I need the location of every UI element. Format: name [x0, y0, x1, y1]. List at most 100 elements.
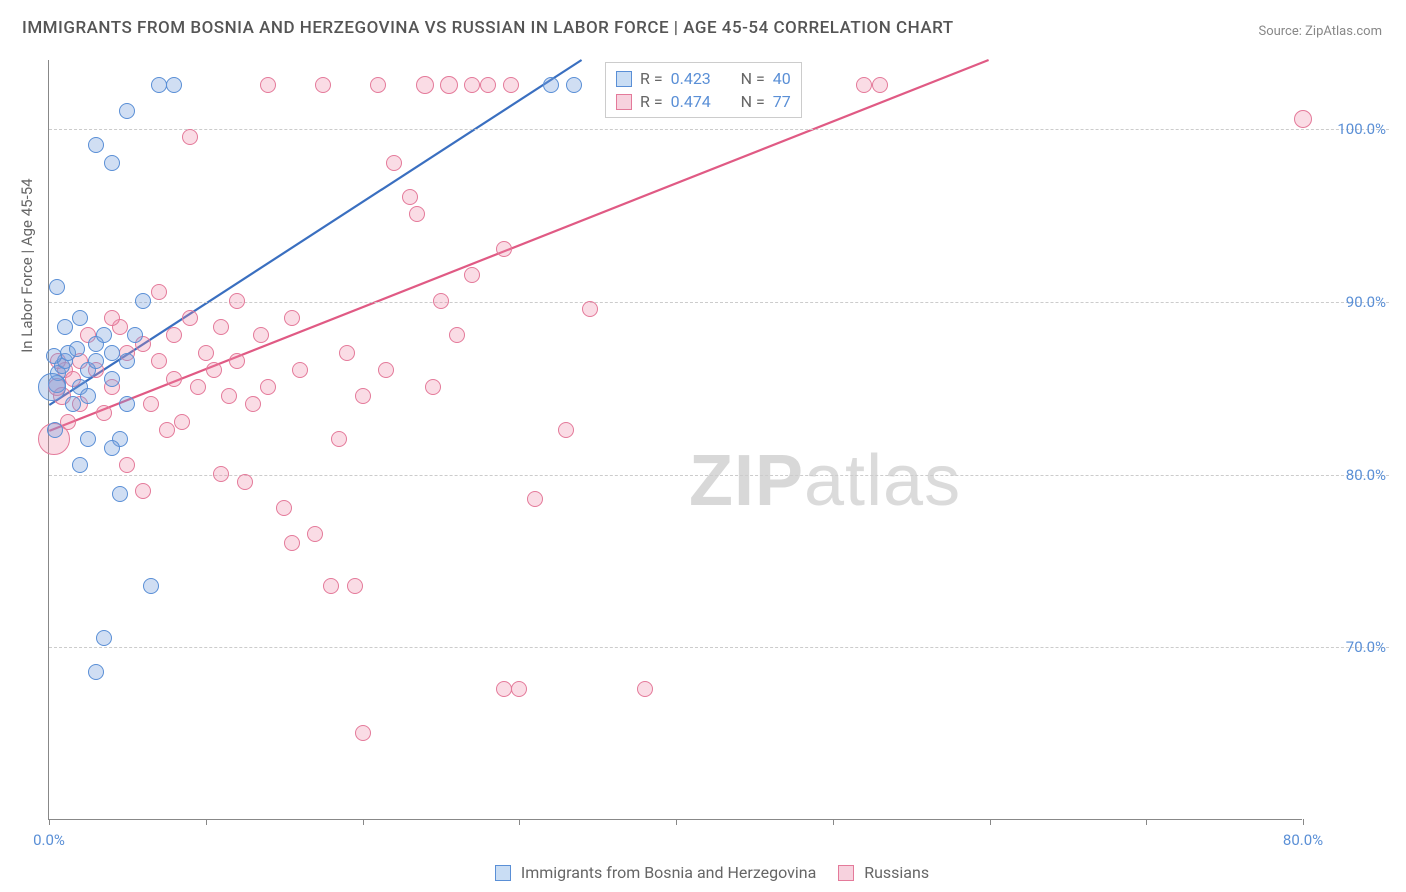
data-point-russians — [151, 353, 167, 369]
r-label: R = — [640, 69, 663, 88]
data-point-russians — [96, 405, 112, 421]
data-point-bosnia — [119, 353, 135, 369]
y-axis-label: In Labor Force | Age 45-54 — [18, 178, 36, 352]
chart-title: IMMIGRANTS FROM BOSNIA AND HERZEGOVINA V… — [22, 18, 954, 38]
n-label: N = — [741, 92, 765, 111]
data-point-russians — [558, 422, 574, 438]
gridline-h — [49, 129, 1389, 130]
data-point-bosnia — [72, 457, 88, 473]
data-point-russians — [213, 319, 229, 335]
data-point-russians — [433, 293, 449, 309]
data-point-russians — [151, 284, 167, 300]
xtick — [49, 819, 50, 825]
data-point-russians — [182, 129, 198, 145]
data-point-russians — [253, 327, 269, 343]
data-point-russians — [355, 388, 371, 404]
data-point-russians — [527, 491, 543, 507]
data-point-russians — [159, 422, 175, 438]
data-point-bosnia — [57, 319, 73, 335]
legend-swatch-russians — [616, 94, 632, 110]
data-point-russians — [409, 206, 425, 222]
data-point-russians — [292, 362, 308, 378]
data-point-russians — [166, 371, 182, 387]
data-point-russians — [496, 681, 512, 697]
data-point-russians — [229, 353, 245, 369]
data-point-bosnia — [143, 578, 159, 594]
data-point-russians — [182, 310, 198, 326]
data-point-bosnia — [127, 327, 143, 343]
data-point-russians — [237, 474, 253, 490]
data-point-russians — [104, 310, 120, 326]
legend-label-russians: Russians — [864, 863, 929, 882]
plot-area: ZIPatlas R = 0.423 N = 40 R = 0.474 N = … — [48, 60, 1302, 820]
data-point-russians — [496, 241, 512, 257]
data-point-russians — [416, 76, 434, 94]
xtick-label: 0.0% — [33, 831, 65, 849]
ytick-label: 80.0% — [1346, 466, 1386, 484]
trend-lines-svg — [49, 60, 1302, 819]
r-value-russians: 0.474 — [671, 92, 723, 111]
data-point-russians — [402, 189, 418, 205]
data-point-bosnia — [104, 155, 120, 171]
xtick — [519, 819, 520, 825]
data-point-bosnia — [47, 422, 63, 438]
data-point-bosnia — [151, 77, 167, 93]
data-point-russians — [307, 526, 323, 542]
data-point-russians — [856, 77, 872, 93]
data-point-russians — [315, 77, 331, 93]
data-point-bosnia — [104, 371, 120, 387]
data-point-russians — [464, 267, 480, 283]
legend-label-bosnia: Immigrants from Bosnia and Herzegovina — [521, 863, 816, 882]
data-point-bosnia — [96, 327, 112, 343]
xtick — [1146, 819, 1147, 825]
data-point-russians — [637, 681, 653, 697]
legend-stats-box: R = 0.423 N = 40 R = 0.474 N = 77 — [605, 62, 802, 118]
data-point-bosnia — [88, 664, 104, 680]
data-point-russians — [260, 379, 276, 395]
data-point-bosnia — [80, 431, 96, 447]
data-point-russians — [206, 362, 222, 378]
data-point-russians — [229, 293, 245, 309]
data-point-bosnia — [88, 137, 104, 153]
data-point-russians — [323, 578, 339, 594]
data-point-russians — [143, 396, 159, 412]
xtick — [206, 819, 207, 825]
data-point-russians — [425, 379, 441, 395]
ytick-label: 100.0% — [1337, 120, 1386, 138]
data-point-bosnia — [119, 103, 135, 119]
xtick — [1303, 819, 1304, 825]
data-point-russians — [245, 396, 261, 412]
data-point-russians — [440, 76, 458, 94]
data-point-russians — [1294, 110, 1312, 128]
data-point-russians — [190, 379, 206, 395]
legend-stats-row-russians: R = 0.474 N = 77 — [616, 90, 791, 113]
legend-stats-row-bosnia: R = 0.423 N = 40 — [616, 67, 791, 90]
data-point-russians — [284, 310, 300, 326]
data-point-bosnia — [80, 388, 96, 404]
data-point-russians — [464, 77, 480, 93]
data-point-russians — [260, 77, 276, 93]
r-value-bosnia: 0.423 — [671, 69, 723, 88]
data-point-russians — [119, 457, 135, 473]
trend-line — [49, 60, 988, 431]
data-point-russians — [480, 77, 496, 93]
data-point-bosnia — [119, 396, 135, 412]
n-label: N = — [741, 69, 765, 88]
data-point-bosnia — [104, 345, 120, 361]
xtick — [833, 819, 834, 825]
data-point-russians — [511, 681, 527, 697]
r-label: R = — [640, 92, 663, 111]
data-point-bosnia — [566, 77, 582, 93]
xtick-label: 80.0% — [1283, 831, 1323, 849]
data-point-bosnia — [104, 440, 120, 456]
data-point-russians — [174, 414, 190, 430]
data-point-bosnia — [69, 341, 85, 357]
data-point-bosnia — [49, 279, 65, 295]
n-value-bosnia: 40 — [773, 69, 791, 88]
xtick — [990, 819, 991, 825]
data-point-russians — [339, 345, 355, 361]
ytick-label: 90.0% — [1346, 293, 1386, 311]
data-point-russians — [276, 500, 292, 516]
data-point-bosnia — [88, 353, 104, 369]
gridline-h — [49, 302, 1389, 303]
